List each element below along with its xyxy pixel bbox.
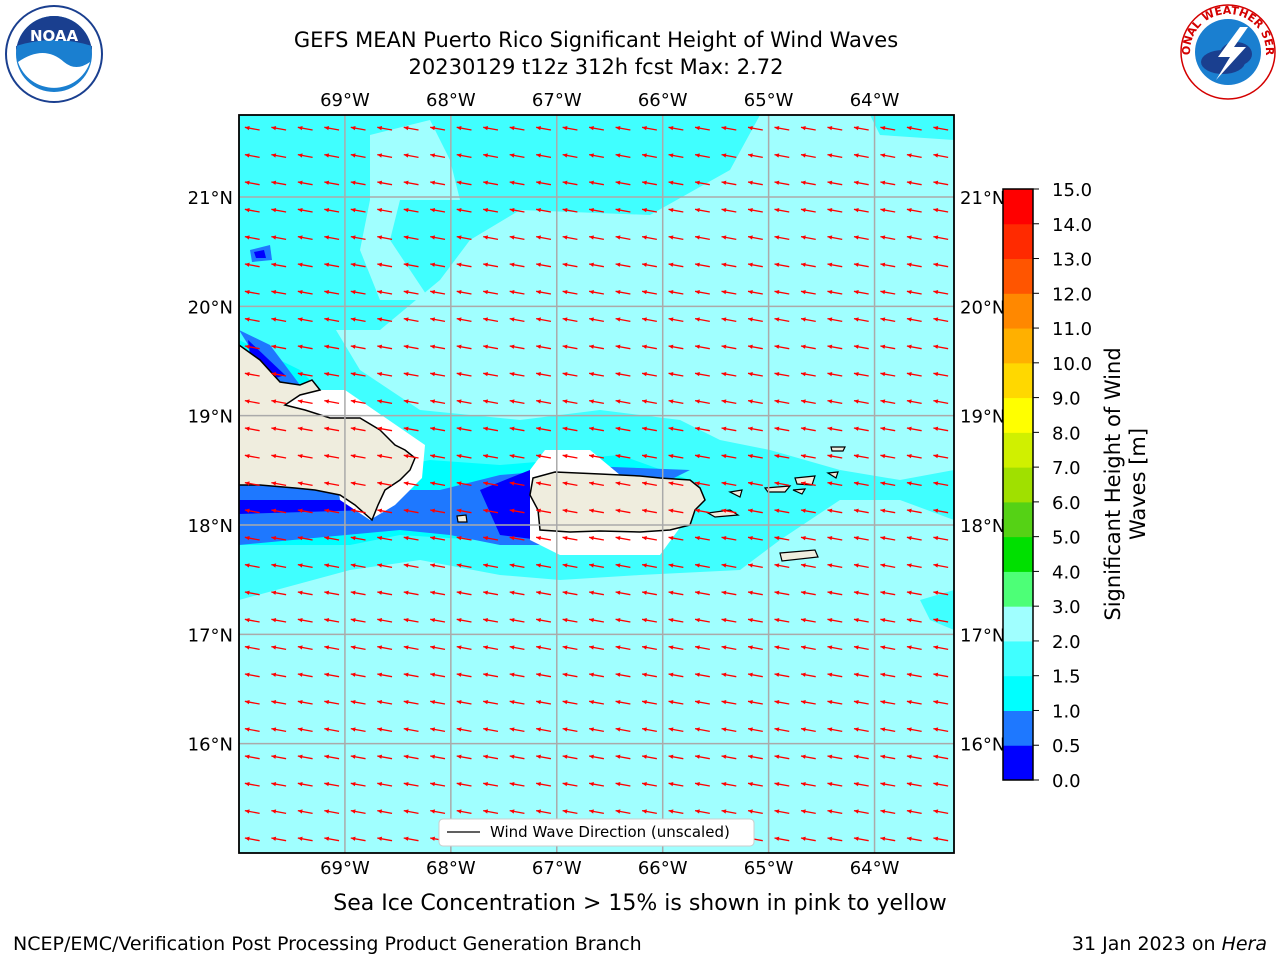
lon-tick-label: 66°W — [638, 858, 688, 879]
noaa-logo-text: NOAA — [30, 27, 79, 45]
colorbar-segment — [1003, 398, 1033, 433]
colorbar-tick-label: 10.0 — [1052, 354, 1092, 375]
footer-credit: NCEP/EMC/Verification Post Processing Pr… — [13, 932, 642, 956]
lon-tick-label: 65°W — [744, 858, 794, 879]
footer-host: Hera — [1222, 933, 1267, 955]
lat-tick-label: 16°N — [188, 735, 233, 756]
lat-tick-label: 17°N — [960, 625, 1005, 646]
lat-tick-label: 21°N — [960, 188, 1005, 209]
lat-tick-label: 16°N — [960, 735, 1005, 756]
footer-date-prefix: 31 Jan 2023 on — [1072, 933, 1222, 955]
colorbar-segment — [1003, 467, 1033, 502]
colorbar-tick-label: 7.0 — [1052, 458, 1081, 479]
lon-tick-label: 64°W — [850, 858, 900, 879]
colorbar-tick-label: 1.5 — [1052, 667, 1081, 688]
colorbar-tick-label: 0.0 — [1052, 771, 1081, 792]
colorbar-tick-label: 8.0 — [1052, 423, 1081, 444]
lat-tick-label: 17°N — [188, 625, 233, 646]
lat-tick-label: 18°N — [960, 516, 1005, 537]
colorbar-tick-label: 4.0 — [1052, 562, 1081, 583]
nws-logo-icon: NATIONAL WEATHER SERVICE — [1178, 2, 1278, 102]
colorbar-segment — [1003, 502, 1033, 537]
colorbar-segment — [1003, 571, 1033, 606]
lat-tick-label: 19°N — [960, 407, 1005, 428]
colorbar-label-line: Significant Height of Wind — [1101, 347, 1125, 620]
colorbar-segment — [1003, 641, 1033, 676]
colorbar-tick-label: 13.0 — [1052, 250, 1092, 271]
colorbar-label-line: Waves [m] — [1126, 428, 1150, 540]
lon-tick-label: 69°W — [320, 858, 370, 879]
colorbar-tick-label: 2.0 — [1052, 632, 1081, 653]
lat-labels-left: 21°N 20°N 19°N 18°N 17°N 16°N — [188, 188, 233, 756]
lat-tick-label: 19°N — [188, 407, 233, 428]
lon-tick-label: 65°W — [744, 90, 794, 111]
colorbar-segment — [1003, 259, 1033, 294]
colorbar-tick-label: 15.0 — [1052, 180, 1092, 201]
lon-tick-label: 67°W — [532, 858, 582, 879]
colorbar-tick-label: 14.0 — [1052, 215, 1092, 236]
colorbar-segment — [1003, 606, 1033, 641]
legend-label: Wind Wave Direction (unscaled) — [490, 823, 730, 841]
lat-labels-right: 21°N 20°N 19°N 18°N 17°N 16°N — [960, 188, 1005, 756]
sea-ice-note: Sea Ice Concentration > 15% is shown in … — [0, 890, 1280, 918]
colorbar-segment — [1003, 328, 1033, 363]
lon-tick-label: 69°W — [320, 90, 370, 111]
lon-tick-label: 67°W — [532, 90, 582, 111]
lat-tick-label: 20°N — [960, 297, 1005, 318]
colorbar-segment — [1003, 293, 1033, 328]
colorbar-label: Significant Height of WindWaves [m] — [1101, 347, 1150, 620]
footer-date: 31 Jan 2023 on Hera — [1072, 932, 1267, 956]
colorbar-segment — [1003, 224, 1033, 259]
lon-tick-label: 68°W — [426, 858, 476, 879]
colorbar-tick-label: 5.0 — [1052, 528, 1081, 549]
lon-tick-label: 68°W — [426, 90, 476, 111]
lat-tick-label: 21°N — [188, 188, 233, 209]
colorbar-tick-label: 12.0 — [1052, 284, 1092, 305]
lon-tick-label: 66°W — [638, 90, 688, 111]
colorbar-tick-label: 1.0 — [1052, 701, 1081, 722]
colorbar-segment — [1003, 189, 1033, 224]
lon-labels-top: 69°W 68°W 67°W 66°W 65°W 64°W — [320, 90, 900, 111]
colorbar-segment — [1003, 710, 1033, 745]
colorbar-tick-label: 11.0 — [1052, 319, 1092, 340]
colorbar-segment — [1003, 745, 1033, 780]
lon-labels-bottom: 69°W 68°W 67°W 66°W 65°W 64°W — [320, 858, 900, 879]
colorbar-tick-label: 3.0 — [1052, 597, 1081, 618]
lat-tick-label: 20°N — [188, 297, 233, 318]
colorbar-segment — [1003, 432, 1033, 467]
lat-tick-label: 18°N — [188, 516, 233, 537]
colorbar: 0.0 0.5 1.0 1.5 2.0 3.0 4.0 5.0 6.0 7.0 8.0 9.0 10.0… — [1003, 180, 1092, 792]
chart-subtitle: 20230129 t12z 312h fcst Max: 2.72 — [0, 54, 1192, 80]
chart-title: GEFS MEAN Puerto Rico Significant Height… — [0, 27, 1192, 53]
colorbar-tick-label: 0.5 — [1052, 736, 1081, 757]
colorbar-segment — [1003, 363, 1033, 398]
noaa-logo-icon: NOAA — [4, 4, 104, 104]
colorbar-tick-label: 6.0 — [1052, 493, 1081, 514]
lon-tick-label: 64°W — [850, 90, 900, 111]
colorbar-tick-label: 9.0 — [1052, 389, 1081, 410]
map-legend: Wind Wave Direction (unscaled) — [439, 819, 754, 846]
colorbar-segment — [1003, 676, 1033, 711]
colorbar-segment — [1003, 537, 1033, 572]
